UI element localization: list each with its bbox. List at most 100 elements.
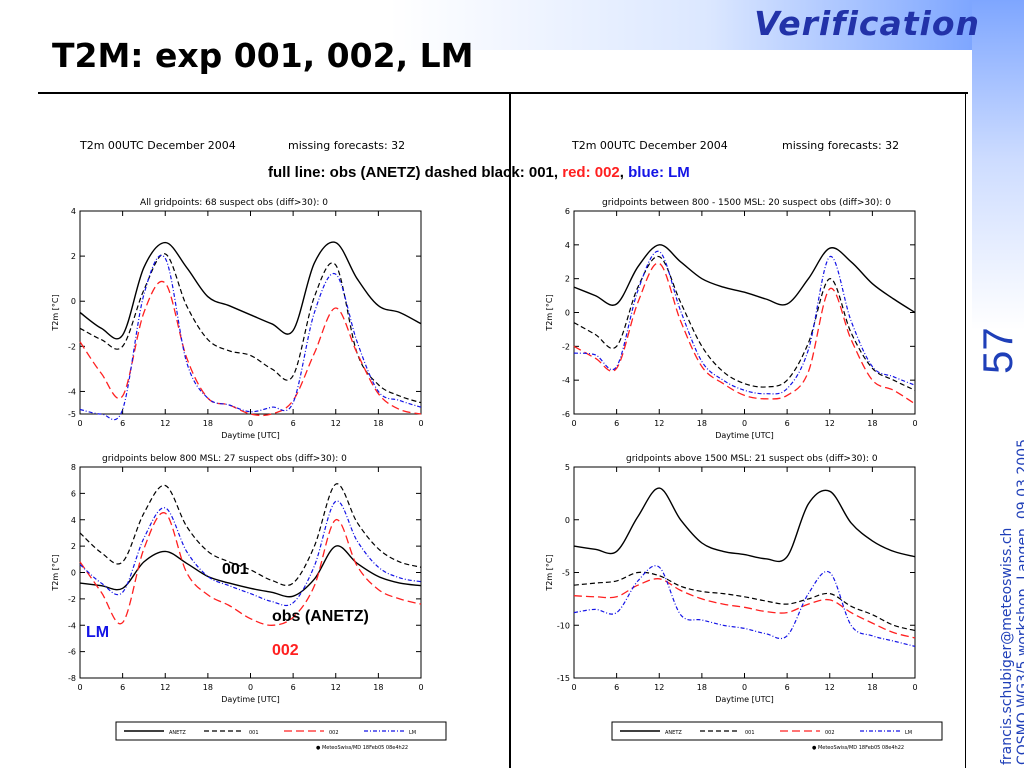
y-tick-label: -2 (68, 595, 76, 604)
y-tick-label: 2 (71, 542, 76, 551)
y-tick-label: -4 (562, 376, 570, 385)
y-tick-label: -2 (562, 342, 570, 351)
x-tick-label: 0 (912, 683, 917, 692)
y-tick-label: 6 (71, 489, 76, 498)
x-tick-label: 0 (77, 419, 82, 428)
series-line-obs (79, 545, 422, 598)
x-tick-label: 12 (825, 683, 835, 692)
legend-label-e002: 002 (825, 730, 835, 736)
x-tick-label: 6 (291, 419, 296, 428)
x-tick-label: 18 (867, 683, 877, 692)
charts-svg: All gridpoints: 68 suspect obs (diff>30)… (51, 139, 943, 751)
title-rule (38, 92, 968, 94)
x-tick-label: 18 (697, 419, 707, 428)
series-line-obs (79, 241, 422, 340)
y-axis-label: T2m [°C] (545, 294, 554, 331)
chart-title: gridpoints between 800 - 1500 MSL: 20 su… (602, 198, 891, 208)
x-tick-label: 6 (120, 683, 125, 692)
legend-footer: ● MeteoSwiss/MD 18Feb05 08e4h22 (316, 745, 408, 751)
x-tick-label: 12 (160, 419, 170, 428)
x-tick-label: 0 (742, 419, 747, 428)
x-tick-label: 18 (373, 419, 383, 428)
x-tick-label: 0 (742, 683, 747, 692)
panel-divider (509, 94, 511, 768)
x-tick-label: 6 (120, 419, 125, 428)
annotation-obs: obs (ANETZ) (272, 608, 369, 625)
y-tick-label: 4 (71, 207, 76, 216)
x-tick-label: 0 (571, 683, 576, 692)
x-tick-label: 0 (418, 683, 423, 692)
legend-note-002: red: 002 (562, 164, 620, 181)
y-tick-label: -4 (68, 621, 76, 630)
legend-box (611, 721, 943, 741)
legend-note-001: dashed black: 001, (424, 164, 559, 181)
y-tick-label: -15 (557, 674, 570, 683)
chart-title: gridpoints below 800 MSL: 27 suspect obs… (102, 454, 347, 464)
y-tick-label: 4 (71, 516, 76, 525)
chart-header-right-missing: missing forecasts: 32 (782, 139, 899, 152)
series-line-e001 (79, 483, 422, 586)
chart-title: All gridpoints: 68 suspect obs (diff>30)… (140, 198, 328, 208)
y-tick-label: -5 (68, 410, 76, 419)
y-tick-label: -6 (68, 648, 76, 657)
right-border (965, 94, 966, 768)
legend-label-lm: LM (905, 730, 912, 736)
series-line-e002 (573, 262, 916, 405)
x-tick-label: 0 (77, 683, 82, 692)
plot-frame (573, 210, 916, 415)
annotation-002: 002 (272, 642, 299, 659)
legend-box (115, 721, 447, 741)
y-tick-label: 0 (565, 516, 570, 525)
x-tick-label: 0 (248, 419, 253, 428)
y-tick-label: 5 (565, 463, 570, 472)
x-tick-label: 6 (614, 683, 619, 692)
y-axis-label: T2m [°C] (51, 554, 60, 591)
event-info: COSMO WG3/5 workshop, Langen, 09.03.2005 (1015, 439, 1024, 765)
series-line-e001 (573, 571, 916, 632)
sidebar-strip (972, 0, 1024, 768)
y-tick-label: 2 (71, 252, 76, 261)
x-tick-label: 6 (785, 419, 790, 428)
x-tick-label: 0 (248, 683, 253, 692)
author-info: francis.schubiger@meteoswiss.ch COSMO WG… (999, 345, 1024, 765)
y-tick-label: -10 (557, 621, 570, 630)
series-line-e002 (79, 280, 422, 417)
x-tick-label: 18 (203, 683, 213, 692)
x-tick-label: 18 (373, 683, 383, 692)
chart-header-left-missing: missing forecasts: 32 (288, 139, 405, 152)
brand-label: Verification (754, 4, 980, 43)
x-tick-label: 0 (418, 419, 423, 428)
x-tick-label: 18 (697, 683, 707, 692)
y-axis-label: T2m [°C] (51, 294, 60, 331)
y-tick-label: -2 (68, 342, 76, 351)
page-title: T2M: exp 001, 002, LM (52, 36, 474, 75)
x-tick-label: 12 (654, 683, 664, 692)
series-line-e002 (79, 512, 422, 626)
x-tick-label: 18 (203, 419, 213, 428)
legend-label-e001: 001 (745, 730, 755, 736)
y-tick-label: 6 (565, 207, 570, 216)
x-axis-label: Daytime [UTC] (715, 695, 774, 704)
x-tick-label: 12 (160, 683, 170, 692)
y-tick-label: -8 (68, 674, 76, 683)
legend-label-lm: LM (409, 730, 416, 736)
annotation-001: 001 (222, 561, 249, 578)
x-tick-label: 0 (912, 419, 917, 428)
y-tick-label: 8 (71, 463, 76, 472)
y-tick-label: -4 (68, 387, 76, 396)
chart-title: gridpoints above 1500 MSL: 21 suspect ob… (626, 454, 878, 464)
series-line-lm (79, 255, 422, 421)
series-line-lm (573, 565, 916, 647)
x-tick-label: 6 (785, 683, 790, 692)
annotation-lm: LM (86, 624, 110, 641)
x-axis-label: Daytime [UTC] (221, 431, 280, 440)
legend-label-e002: 002 (329, 730, 339, 736)
header-banner (390, 0, 972, 50)
series-line-e001 (573, 256, 916, 391)
x-axis-label: Daytime [UTC] (221, 695, 280, 704)
chart-header-right: T2m 00UTC December 2004 (571, 139, 728, 152)
x-tick-label: 12 (331, 419, 341, 428)
chart-header-left: T2m 00UTC December 2004 (79, 139, 236, 152)
y-tick-label: 2 (565, 275, 570, 284)
legend-label-obs: ANETZ (169, 730, 186, 736)
